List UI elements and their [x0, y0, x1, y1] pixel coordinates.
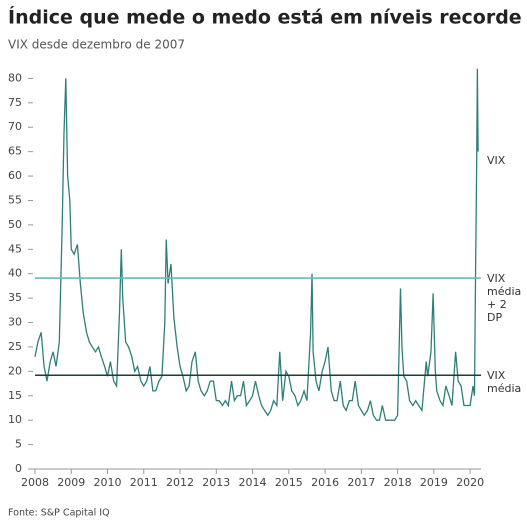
- y-tick-label: 75: [8, 96, 22, 109]
- y-tick-label: 65: [8, 145, 22, 158]
- y-tick-label: 80: [8, 71, 22, 84]
- reference-label: VIX média: [487, 369, 522, 396]
- x-tick-label: 2012: [166, 476, 194, 489]
- x-tick-label: 2016: [311, 476, 339, 489]
- x-tick-label: 2017: [347, 476, 375, 489]
- y-tick-label: 20: [8, 364, 22, 377]
- y-tick-label: 45: [8, 242, 22, 255]
- y-tick-label: 40: [8, 267, 22, 280]
- y-tick-label: 0: [15, 462, 22, 475]
- y-tick-label: 25: [8, 340, 22, 353]
- x-tick-label: 2008: [21, 476, 49, 489]
- x-tick-label: 2009: [57, 476, 85, 489]
- vix-line: [34, 68, 479, 421]
- series-label: VIX: [487, 153, 506, 167]
- y-tick-label: 50: [8, 218, 22, 231]
- x-tick-label: 2010: [94, 476, 122, 489]
- reference-label: VIX média + 2 DP: [487, 272, 522, 325]
- y-tick-label: 15: [8, 389, 22, 402]
- y-tick-label: 30: [8, 316, 22, 329]
- y-tick-label: 55: [8, 193, 22, 206]
- x-tick-label: 2019: [420, 476, 448, 489]
- y-tick-label: 70: [8, 120, 22, 133]
- y-tick-label: 35: [8, 291, 22, 304]
- x-tick-label: 2018: [384, 476, 412, 489]
- y-tick-label: 10: [8, 413, 22, 426]
- y-tick-label: 5: [15, 438, 22, 451]
- chart-title: Índice que mede o medo está em níveis re…: [8, 6, 522, 29]
- chart-subtitle: VIX desde dezembro de 2007: [8, 38, 185, 52]
- x-tick-label: 2014: [239, 476, 267, 489]
- x-tick-label: 2020: [456, 476, 484, 489]
- x-tick-label: 2013: [202, 476, 230, 489]
- y-tick-label: 60: [8, 169, 22, 182]
- source: Fonte: S&P Capital IQ: [8, 508, 110, 519]
- x-tick-label: 2015: [275, 476, 303, 489]
- x-tick-label: 2011: [130, 476, 158, 489]
